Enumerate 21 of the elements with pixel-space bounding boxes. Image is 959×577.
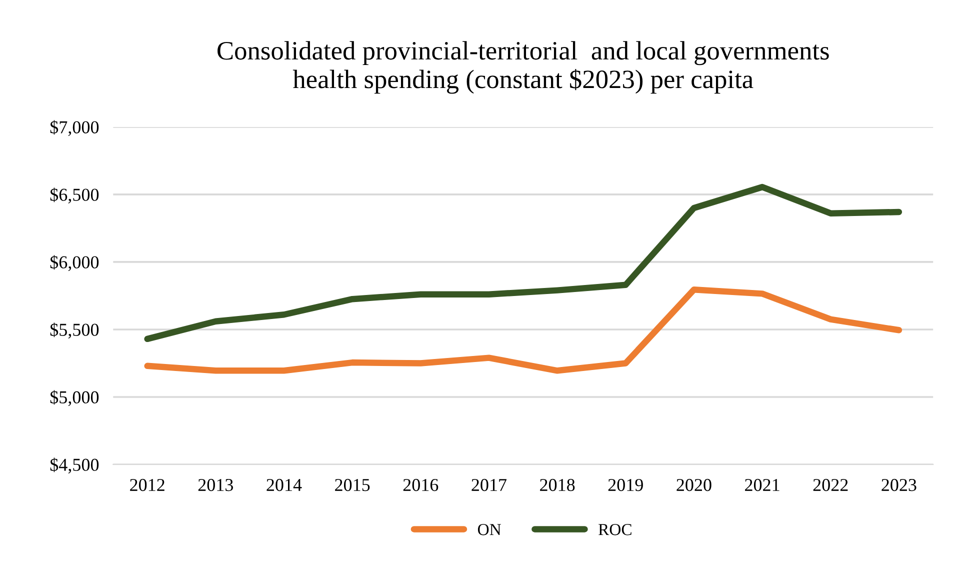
legend-label: ON: [478, 524, 501, 536]
x-tick-label: 2021: [745, 478, 780, 492]
y-tick-label: $7,000: [50, 120, 99, 136]
x-tick-label: 2019: [608, 478, 643, 492]
y-tick-label: $4,500: [50, 458, 99, 474]
x-tick-label: 2023: [882, 478, 916, 492]
x-tick-label: 2014: [266, 478, 302, 492]
chart-title: Consolidated provincial-territorial and local governments health spending (constant $2023) per capita: [218, 41, 829, 94]
x-tick-label: 2022: [813, 478, 848, 492]
x-tick-label: 2015: [335, 478, 370, 492]
x-tick-label: 2016: [403, 478, 438, 492]
y-tick-label: $5,500: [50, 322, 99, 339]
y-tick-label: $5,000: [50, 390, 99, 406]
x-tick-label: 2013: [198, 478, 234, 492]
x-tick-label: 2017: [472, 478, 507, 492]
x-tick-label: 2018: [540, 478, 575, 492]
y-tick-label: $6,000: [50, 255, 99, 271]
x-tick-label: 2020: [676, 478, 712, 492]
y-tick-label: $6,500: [50, 188, 99, 204]
x-tick-label: 2012: [130, 478, 164, 492]
legend-label: ROC: [598, 524, 632, 536]
